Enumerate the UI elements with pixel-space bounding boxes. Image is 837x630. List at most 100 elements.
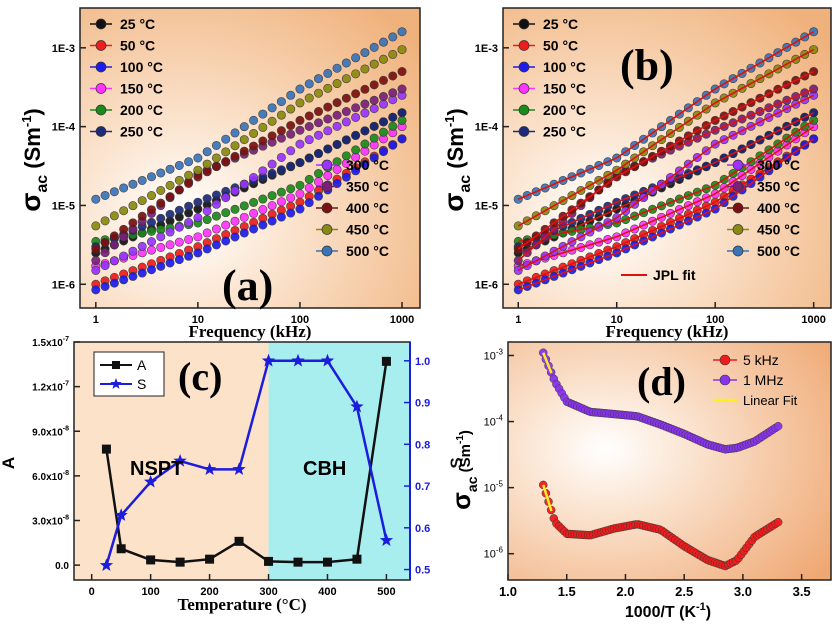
data-point-a-10-21 xyxy=(286,90,296,100)
data-point-a-5-21 xyxy=(286,161,296,171)
data-point-a-6-23 xyxy=(304,135,314,145)
legend-label-jpl-fit: JPL fit xyxy=(653,267,696,283)
legend-marker-b-0 xyxy=(518,18,530,30)
data-point-a-4-28 xyxy=(351,145,361,155)
data-point-a-7-24 xyxy=(314,118,324,128)
fit-line-b-4 xyxy=(518,119,815,243)
legend-marker-a-2 xyxy=(95,61,107,73)
y-tick-label-c-left-5: 1.5x10-7 xyxy=(32,336,69,349)
data-point-a-4-12 xyxy=(202,215,212,225)
x-tick-label-d-0: 1.0 xyxy=(499,584,517,599)
series-a-8 xyxy=(91,67,407,254)
y-tick-label-c-left-1: 3.0x10-8 xyxy=(32,515,69,528)
data-point-a-4-24 xyxy=(314,169,324,179)
legend-label-a-8: 400 °C xyxy=(346,200,389,216)
data-point-S-3 xyxy=(173,454,187,467)
data-point-a-10-13 xyxy=(211,140,221,150)
data-point-a-6-11 xyxy=(193,213,203,223)
data-point-a-9-5 xyxy=(137,196,147,206)
legend-marker-a-10 xyxy=(321,245,333,257)
x-axis-label-d: 1000/T (K-1) xyxy=(625,601,711,621)
data-point-a-4-21 xyxy=(286,184,296,194)
data-point-a-6-17 xyxy=(249,173,259,183)
y-tick-label-b-2: 1E-4 xyxy=(475,122,499,134)
data-point-a-9-6 xyxy=(146,191,156,201)
data-point-a-6-20 xyxy=(276,152,286,162)
panel-c: 0 100 200 300 400 500 0.0 3.0x10-8 6.0x10-8 9.0x1… xyxy=(0,336,466,614)
data-point-a-3-16 xyxy=(239,212,249,222)
legend-label-b-9: 450 °C xyxy=(757,222,800,238)
data-point-a-10-11 xyxy=(193,153,203,163)
data-point-A-3 xyxy=(175,557,185,567)
data-point-a-5-9 xyxy=(174,205,184,215)
data-point-a-5-28 xyxy=(351,130,361,140)
data-point-A-5 xyxy=(234,536,244,546)
legend-label-b-6: 300 °C xyxy=(757,157,800,173)
legend-marker-a-5 xyxy=(95,126,107,137)
data-point-a-9-28 xyxy=(351,69,361,79)
axis-group-b: 1 10 100 1000 1E-6 1E-5 1E-4 1E-3 xyxy=(475,43,826,326)
data-point-a-9-7 xyxy=(156,185,166,195)
data-point-a-6-2 xyxy=(109,256,119,266)
data-point-a-5-19 xyxy=(267,168,277,178)
data-point-A-4 xyxy=(205,554,215,564)
data-point-a-6-28 xyxy=(351,112,361,122)
data-point-a-4-27 xyxy=(341,151,351,161)
data-point-a-3-11 xyxy=(193,232,203,242)
data-point-a-8-6 xyxy=(146,205,156,215)
data-point-a-6-14 xyxy=(221,193,231,203)
data-point-a-6-8 xyxy=(165,227,175,237)
data-point-a-4-23 xyxy=(304,174,314,184)
data-point-a-6-4 xyxy=(128,246,138,256)
data-point-a-10-4 xyxy=(128,179,138,189)
data-point-a-2-30 xyxy=(369,153,379,163)
data-point-a-4-14 xyxy=(221,208,231,218)
data-point-a-7-26 xyxy=(332,110,342,120)
legend-marker-b-9 xyxy=(732,224,744,235)
data-point-a-6-0 xyxy=(91,265,101,275)
data-point-a-2-8 xyxy=(165,258,175,268)
legend-c: AS xyxy=(93,351,165,397)
data-point-a-5-23 xyxy=(304,153,314,163)
data-point-a-2-21 xyxy=(286,208,296,218)
data-point-A-2 xyxy=(146,555,156,565)
data-point-a-5-11 xyxy=(193,197,203,207)
data-point-a-8-25 xyxy=(323,102,333,112)
y-axis-label-b: σac (Sm-1) xyxy=(438,108,474,212)
x-tick-label-c-0: 0 xyxy=(89,586,95,598)
data-point-a-6-3 xyxy=(119,251,129,261)
data-point-a-3-14 xyxy=(221,220,231,230)
legend-label-S: S xyxy=(137,376,146,392)
data-point-a-8-33 xyxy=(397,67,407,77)
legend-marker-b-5 xyxy=(518,126,530,137)
legend-marker-a-0 xyxy=(95,18,107,30)
data-point-a-3-24 xyxy=(314,177,324,187)
data-point-a-6-19 xyxy=(267,159,277,169)
y-tick-label-d-1: 10-5 xyxy=(484,480,504,495)
data-point-a-8-13 xyxy=(211,162,221,172)
data-point-a-10-10 xyxy=(184,157,194,167)
x-tick-label-c-1: 100 xyxy=(141,586,159,598)
data-point-a-2-15 xyxy=(230,232,240,242)
data-point-a-9-11 xyxy=(193,165,203,175)
data-point-a-7-28 xyxy=(351,103,361,113)
data-point-a-3-9 xyxy=(174,237,184,247)
data-point-a-8-5 xyxy=(137,211,147,221)
legend-label-a-3: 150 °C xyxy=(120,81,163,97)
y-tick-label-d-0: 10-6 xyxy=(484,546,504,561)
x-tick-label-d-4: 3.0 xyxy=(734,584,752,599)
x-tick-label-c-2: 200 xyxy=(200,586,218,598)
data-point-a-2-32 xyxy=(388,140,398,150)
y-tick-label-c-left-2: 6.0x10-8 xyxy=(32,470,69,483)
data-point-a-7-25 xyxy=(323,114,333,124)
data-point-a-5-25 xyxy=(323,144,333,154)
data-point-a-8-10 xyxy=(184,178,194,188)
data-point-a-6-31 xyxy=(378,99,388,109)
data-point-a-4-33 xyxy=(397,115,407,125)
legend-label-linear-fit: Linear Fit xyxy=(743,393,798,408)
data-point-a-4-30 xyxy=(369,133,379,143)
data-point-a-8-30 xyxy=(369,80,379,90)
y-tick-label-d-3: 10-3 xyxy=(484,347,504,362)
data-point-a-7-2 xyxy=(109,240,119,250)
